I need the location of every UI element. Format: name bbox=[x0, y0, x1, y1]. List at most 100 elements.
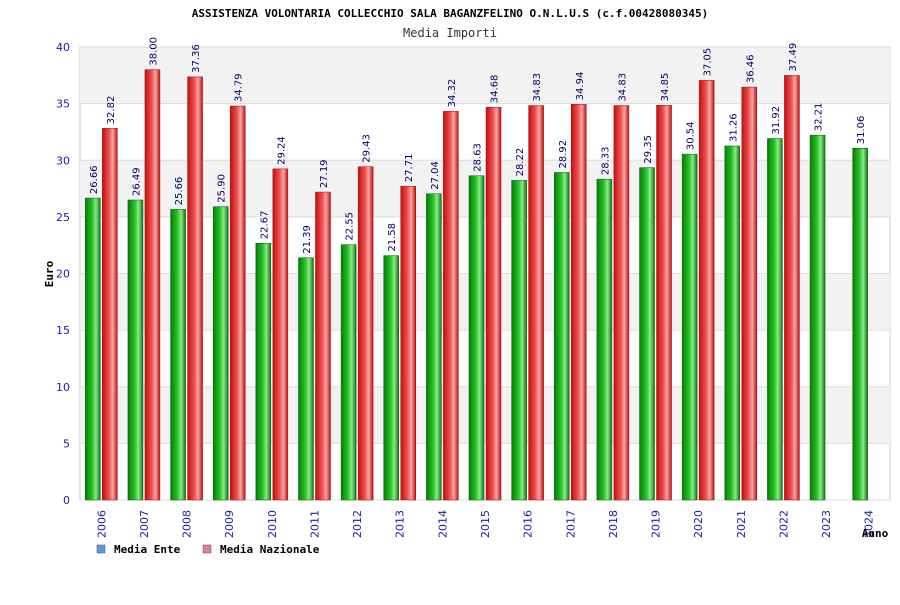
y-tick-label: 25 bbox=[56, 211, 70, 224]
bar-value-label: 31.26 bbox=[728, 113, 739, 142]
bar-value-label: 28.22 bbox=[515, 148, 526, 177]
bar-value-label: 37.36 bbox=[191, 44, 202, 73]
x-tick-label: 2022 bbox=[777, 510, 790, 538]
x-tick-label: 2019 bbox=[650, 510, 663, 538]
bar-value-label: 22.55 bbox=[345, 212, 356, 241]
bar-value-label: 25.66 bbox=[174, 177, 185, 206]
bar-value-label: 34.32 bbox=[447, 79, 458, 108]
x-tick-label: 2007 bbox=[138, 510, 151, 538]
bar bbox=[639, 167, 655, 501]
bar-value-label: 32.82 bbox=[106, 96, 117, 125]
bar-value-label: 21.39 bbox=[302, 225, 313, 254]
bar bbox=[554, 172, 570, 501]
bar bbox=[383, 255, 399, 501]
bar-value-label: 31.06 bbox=[856, 116, 867, 145]
y-tick-label: 10 bbox=[56, 381, 70, 394]
bar-value-label: 37.05 bbox=[703, 48, 714, 77]
y-tick-label: 40 bbox=[56, 41, 70, 54]
bar-value-label: 34.79 bbox=[234, 73, 245, 102]
bar bbox=[571, 104, 587, 501]
bar bbox=[272, 168, 289, 501]
y-tick-label: 35 bbox=[56, 98, 70, 111]
bar-value-label: 21.58 bbox=[387, 223, 398, 252]
x-tick-label: 2016 bbox=[522, 510, 535, 538]
bar-value-label: 27.04 bbox=[430, 161, 441, 190]
bar-value-label: 27.71 bbox=[404, 154, 415, 183]
x-tick-label: 2006 bbox=[95, 510, 108, 538]
x-tick-label: 2017 bbox=[564, 510, 577, 538]
bar bbox=[511, 180, 527, 501]
bars bbox=[85, 69, 868, 501]
x-tick-label: 2009 bbox=[223, 510, 236, 538]
x-tick-label: 2024 bbox=[863, 510, 876, 538]
bar bbox=[170, 209, 186, 501]
x-tick-label: 2023 bbox=[820, 510, 833, 538]
legend-label: Media Nazionale bbox=[220, 543, 320, 556]
bar-value-label: 28.63 bbox=[473, 143, 484, 172]
bar bbox=[187, 76, 203, 501]
bar bbox=[229, 105, 246, 501]
x-tick-label: 2013 bbox=[394, 510, 407, 538]
x-tick-label: 2010 bbox=[266, 510, 279, 538]
bar bbox=[144, 69, 161, 501]
y-axis-label: Euro bbox=[43, 260, 56, 287]
bar bbox=[212, 206, 229, 501]
bar-value-label: 28.92 bbox=[558, 140, 569, 169]
y-tick-label: 0 bbox=[63, 494, 70, 507]
x-tick-label: 2008 bbox=[181, 510, 194, 538]
bar bbox=[528, 105, 544, 501]
chart-title: ASSISTENZA VOLONTARIA COLLECCHIO SALA BA… bbox=[192, 7, 709, 20]
bar bbox=[85, 197, 101, 501]
bar bbox=[767, 138, 783, 501]
bar-value-label: 34.83 bbox=[617, 73, 628, 102]
bar bbox=[426, 193, 442, 501]
bar bbox=[298, 257, 314, 501]
x-tick-label: 2020 bbox=[692, 510, 705, 538]
bar bbox=[400, 185, 416, 501]
bar-value-label: 26.49 bbox=[131, 167, 142, 196]
bar-value-label: 34.83 bbox=[532, 73, 543, 102]
bar bbox=[485, 106, 502, 501]
bar bbox=[357, 166, 374, 501]
bar-value-label: 26.66 bbox=[89, 165, 100, 194]
bar-value-label: 38.00 bbox=[148, 37, 159, 66]
bar bbox=[468, 175, 485, 501]
bar-value-label: 37.49 bbox=[788, 43, 799, 72]
bar bbox=[852, 147, 868, 501]
bar-value-label: 32.21 bbox=[814, 103, 825, 132]
bar-value-label: 36.46 bbox=[745, 54, 756, 83]
x-tick-label: 2015 bbox=[479, 510, 492, 538]
bar bbox=[613, 105, 630, 501]
value-labels: 26.66 32.82 26.49 38.00 25.66 37.36 25.90 34.79… bbox=[89, 37, 867, 254]
bar-value-label: 29.35 bbox=[643, 135, 654, 164]
bar bbox=[315, 191, 331, 501]
bar-value-label: 34.94 bbox=[575, 72, 586, 101]
y-axis: 0 5 10 15 20 25 30 35 40 bbox=[56, 41, 70, 507]
bar bbox=[698, 80, 715, 501]
x-tick-label: 2014 bbox=[436, 510, 449, 538]
bar bbox=[255, 243, 272, 501]
bar bbox=[681, 153, 698, 501]
bar-value-label: 31.92 bbox=[771, 106, 782, 135]
bar bbox=[741, 86, 758, 501]
y-tick-label: 15 bbox=[56, 324, 70, 337]
bar bbox=[596, 178, 613, 501]
legend-swatch bbox=[96, 544, 106, 554]
bar bbox=[127, 199, 144, 501]
bar bbox=[656, 105, 672, 501]
y-tick-label: 5 bbox=[63, 437, 70, 450]
bar-value-label: 28.33 bbox=[600, 147, 611, 176]
x-axis-label: Anno bbox=[862, 527, 889, 540]
x-axis: 2006 2007 2008 2009 2010 2011 2012 2013 2014 2015… bbox=[95, 510, 875, 538]
bar-value-label: 22.67 bbox=[259, 211, 270, 240]
x-tick-label: 2012 bbox=[351, 510, 364, 538]
bar-value-label: 29.24 bbox=[276, 136, 287, 165]
bar bbox=[784, 75, 800, 501]
legend: Media Ente Media Nazionale bbox=[96, 543, 320, 556]
bar-value-label: 25.90 bbox=[217, 174, 228, 203]
x-tick-label: 2018 bbox=[607, 510, 620, 538]
bar-value-label: 30.54 bbox=[686, 121, 697, 150]
bar bbox=[809, 134, 826, 501]
